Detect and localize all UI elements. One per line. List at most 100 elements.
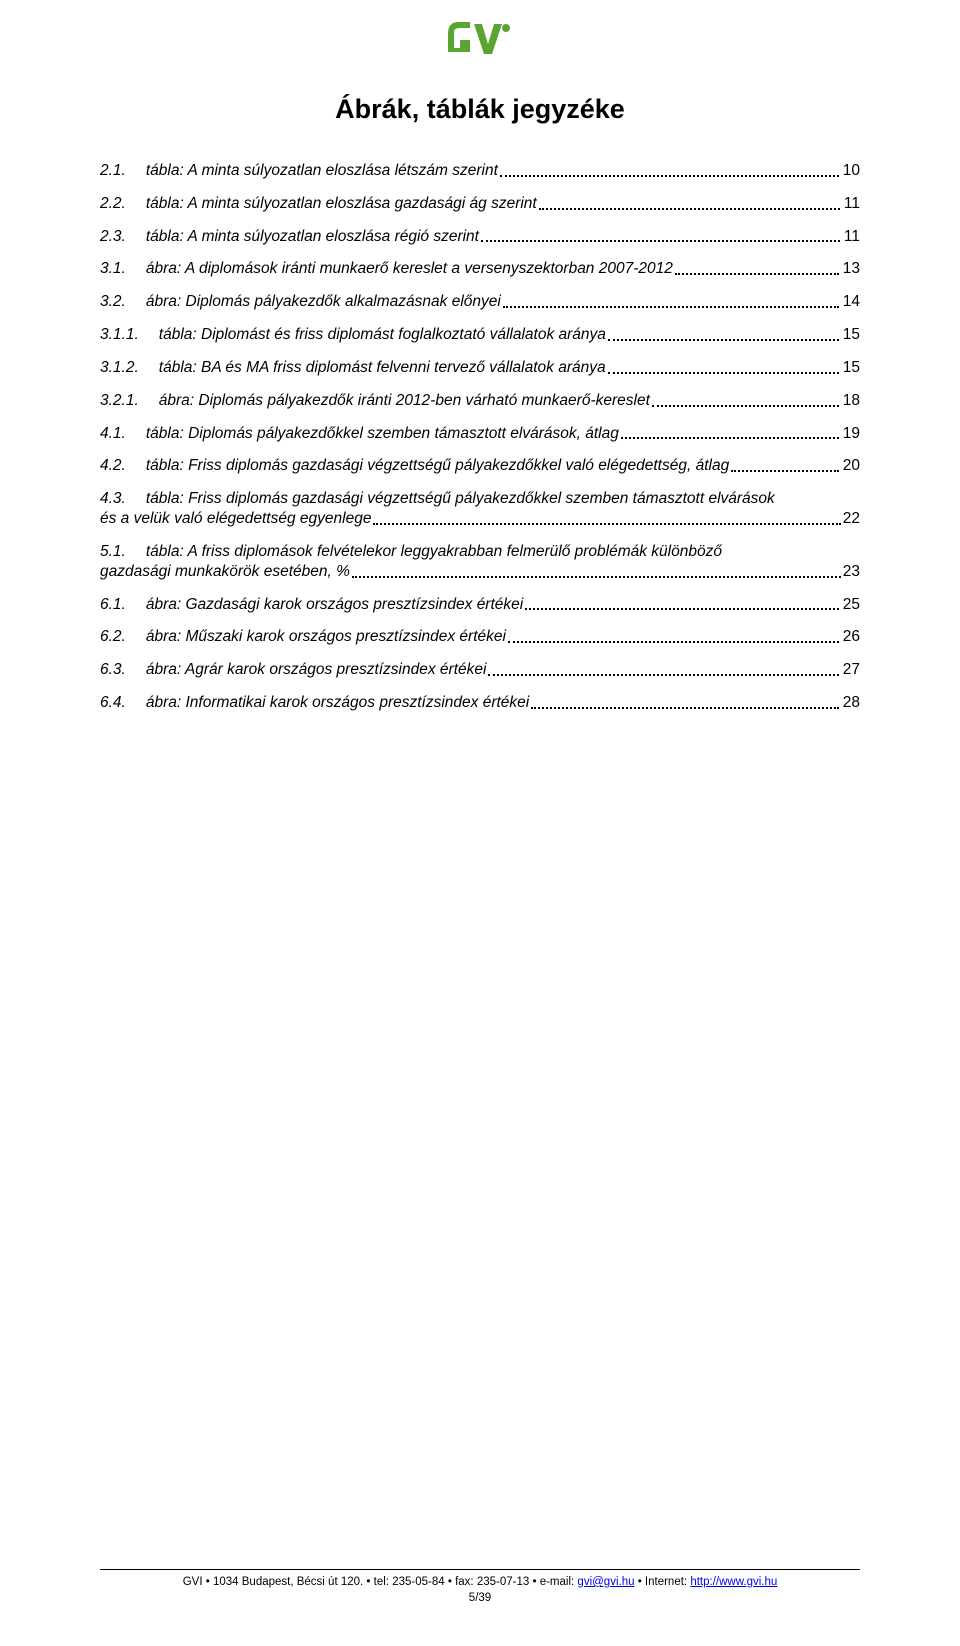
toc-entry-text: tábla: A minta súlyozatlan eloszlása rég… [146, 227, 479, 247]
bullet-icon: • [448, 1576, 452, 1588]
bullet-icon: • [532, 1576, 536, 1588]
toc-entry-text: ábra: Agrár karok országos presztízsinde… [146, 660, 487, 680]
toc-entry-number: 6.2. [100, 627, 146, 647]
toc-entry: 2.3. tábla: A minta súlyozatlan eloszlás… [100, 227, 860, 247]
footer-email-label: e-mail: [540, 1576, 575, 1588]
toc-entry-page: 15 [841, 358, 860, 378]
toc-entry-number: 6.3. [100, 660, 146, 680]
page-content: Ábrák, táblák jegyzéke 2.1. tábla: A min… [0, 66, 960, 713]
toc-leader-dots [731, 470, 839, 472]
toc-entry-page: 19 [841, 424, 860, 444]
toc-entry-number: 2.2. [100, 194, 146, 214]
toc-leader-dots [503, 306, 839, 308]
toc-leader-dots [352, 576, 841, 578]
toc-entry-page: 23 [843, 562, 860, 582]
footer-org: GVI [183, 1576, 203, 1588]
footer-email-link[interactable]: gvi@gvi.hu [577, 1576, 634, 1588]
toc-entry-number: 5.1. [100, 543, 146, 560]
toc-entry-page: 11 [842, 194, 860, 214]
toc-entry-page: 11 [842, 227, 860, 247]
toc-entry-text-line1: tábla: Friss diplomás gazdasági végzetts… [146, 490, 775, 507]
toc-entry-text: ábra: A diplomások iránti munkaerő keres… [146, 259, 673, 279]
toc-entry-number: 3.2. [100, 292, 146, 312]
toc-entry-text: ábra: Műszaki karok országos presztízsin… [146, 627, 506, 647]
toc-entry: 6.2. ábra: Műszaki karok országos preszt… [100, 627, 860, 647]
toc-entry-number: 4.1. [100, 424, 146, 444]
footer-tel: 235-05-84 [392, 1576, 444, 1588]
toc-leader-dots [525, 608, 839, 610]
toc-leader-dots [531, 707, 839, 709]
toc-entry-number: 6.1. [100, 595, 146, 615]
toc-entry-page: 25 [841, 595, 860, 615]
toc-entry-text: ábra: Gazdasági karok országos presztízs… [146, 595, 523, 615]
footer-page-number: 5/39 [100, 1592, 860, 1604]
toc-entry-number: 3.2.1. [100, 391, 159, 411]
toc-entry-multiline: 5.1.tábla: A friss diplomások felvételek… [100, 542, 860, 582]
toc-entry-page: 13 [841, 259, 860, 279]
gvi-logo-icon [440, 18, 520, 66]
toc-entry-text: tábla: Diplomást és friss diplomást fogl… [159, 325, 606, 345]
page-footer: GVI • 1034 Budapest, Bécsi út 120. • tel… [100, 1569, 860, 1604]
toc-entry-text: tábla: Diplomás pályakezdőkkel szemben t… [146, 424, 619, 444]
toc-entry-text-line1: tábla: A friss diplomások felvételekor l… [146, 543, 722, 560]
toc-entry-text: tábla: BA és MA friss diplomást felvenni… [159, 358, 606, 378]
footer-divider [100, 1569, 860, 1570]
toc-entry: 3.1.1. tábla: Diplomást és friss diplomá… [100, 325, 860, 345]
toc-entry-page: 22 [843, 509, 860, 529]
bullet-icon: • [638, 1576, 642, 1588]
toc-entry-page: 10 [841, 161, 860, 181]
toc-entry: 6.3. ábra: Agrár karok országos presztíz… [100, 660, 860, 680]
toc-leader-dots [608, 339, 839, 341]
footer-internet-label: Internet: [645, 1576, 687, 1588]
toc-entry-number: 2.3. [100, 227, 146, 247]
toc-entry-text: tábla: Friss diplomás gazdasági végzetts… [146, 456, 729, 476]
toc-leader-dots [608, 372, 839, 374]
toc-entry: 6.1. ábra: Gazdasági karok országos pres… [100, 595, 860, 615]
header-logo [0, 0, 960, 66]
toc-entry-number: 4.2. [100, 456, 146, 476]
footer-contact: GVI • 1034 Budapest, Bécsi út 120. • tel… [100, 1576, 860, 1588]
toc-entry-number: 3.1.1. [100, 325, 159, 345]
toc-entry-page: 28 [841, 693, 860, 713]
toc-leader-dots [481, 240, 840, 242]
toc-leader-dots [539, 208, 840, 210]
toc-entry-number: 6.4. [100, 693, 146, 713]
bullet-icon: • [206, 1576, 210, 1588]
toc-entry-number: 4.3. [100, 490, 146, 507]
toc-entry-page: 15 [841, 325, 860, 345]
toc-leader-dots [621, 437, 839, 439]
toc-entry: 4.1. tábla: Diplomás pályakezdőkkel szem… [100, 424, 860, 444]
toc-entry-text-line2: és a velük való elégedettség egyenlege [100, 509, 371, 529]
toc-leader-dots [508, 641, 839, 643]
toc-entry: 2.2. tábla: A minta súlyozatlan eloszlás… [100, 194, 860, 214]
footer-address: 1034 Budapest, Bécsi út 120. [213, 1576, 363, 1588]
toc-entry: 4.2. tábla: Friss diplomás gazdasági vég… [100, 456, 860, 476]
toc-entry-text: tábla: A minta súlyozatlan eloszlása lét… [146, 161, 498, 181]
toc-entry: 6.4. ábra: Informatikai karok országos p… [100, 693, 860, 713]
toc-entry-page: 27 [841, 660, 860, 680]
toc-leader-dots [373, 523, 840, 525]
toc-entry-number: 3.1. [100, 259, 146, 279]
toc-leader-dots [652, 405, 839, 407]
bullet-icon: • [366, 1576, 370, 1588]
toc-entry-number: 3.1.2. [100, 358, 159, 378]
toc-entry: 3.2.1. ábra: Diplomás pályakezdők iránti… [100, 391, 860, 411]
footer-fax: 235-07-13 [477, 1576, 529, 1588]
toc-entry-text-line2: gazdasági munkakörök esetében, % [100, 562, 350, 582]
toc-entry-text: ábra: Diplomás pályakezdők alkalmazásnak… [146, 292, 501, 312]
toc-title: Ábrák, táblák jegyzéke [100, 94, 860, 125]
toc-entry-page: 18 [841, 391, 860, 411]
footer-url-link[interactable]: http://www.gvi.hu [690, 1576, 777, 1588]
toc-entry-number: 2.1. [100, 161, 146, 181]
toc-entry: 3.1. ábra: A diplomások iránti munkaerő … [100, 259, 860, 279]
toc-entry-text: tábla: A minta súlyozatlan eloszlása gaz… [146, 194, 537, 214]
toc-entry-text: ábra: Informatikai karok országos preszt… [146, 693, 529, 713]
toc-entry-page: 26 [841, 627, 860, 647]
toc-entry: 3.1.2. tábla: BA és MA friss diplomást f… [100, 358, 860, 378]
toc-entry-text: ábra: Diplomás pályakezdők iránti 2012-b… [159, 391, 650, 411]
toc-entry-page: 20 [841, 456, 860, 476]
footer-tel-label: tel: [374, 1576, 389, 1588]
toc-leader-dots [500, 175, 839, 177]
toc-leader-dots [675, 273, 839, 275]
toc-entry: 2.1. tábla: A minta súlyozatlan eloszlás… [100, 161, 860, 181]
